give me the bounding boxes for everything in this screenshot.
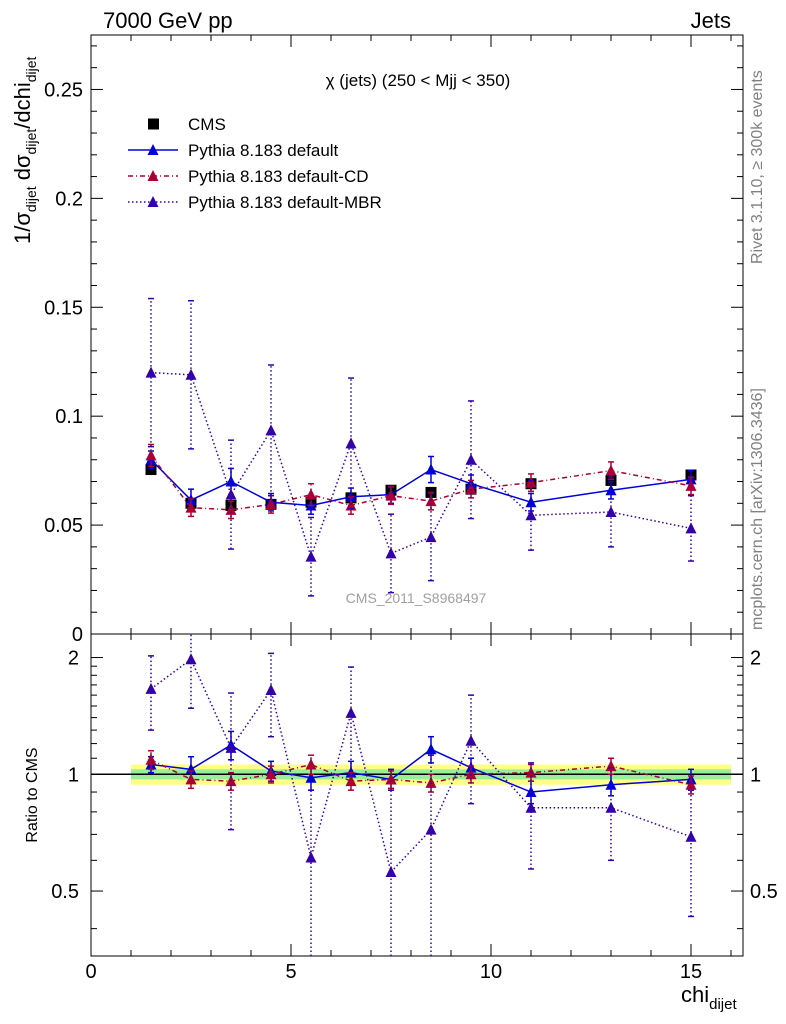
data-point [305, 550, 317, 562]
data-point [265, 498, 277, 510]
ratio-y-axis-label: Ratio to CMS [24, 747, 41, 842]
data-point [465, 453, 477, 465]
data-point [145, 753, 157, 765]
data-point [605, 801, 617, 813]
y-tick-label: 0.1 [55, 406, 83, 428]
legend-marker [147, 170, 159, 181]
y-tick-label: 0.2 [55, 188, 83, 210]
data-point [185, 773, 197, 785]
data-point [385, 489, 397, 501]
data-point [185, 368, 197, 380]
data-point [345, 437, 357, 449]
legend-label: CMS [188, 115, 226, 134]
y-tick-label-right: 2 [750, 648, 761, 670]
y-tick-label-right: 1 [750, 764, 761, 786]
energy-label: 7000 GeV pp [103, 8, 233, 33]
data-point [385, 773, 397, 785]
source-label: mcplots.cern.ch [arXiv:1306.3436] [749, 388, 766, 630]
data-point [465, 483, 477, 495]
ratio-frame [90, 633, 744, 957]
x-tick-label: 5 [285, 961, 296, 983]
data-point [425, 743, 437, 755]
x-tick-label: 10 [480, 961, 502, 983]
series-line [150, 744, 692, 793]
series-pythia-8-183-default-mbr [145, 297, 697, 597]
data-point [225, 741, 237, 753]
ratio-panel: 0.5 0.5 1 1 2 2 0 5 10 15 [51, 633, 778, 983]
data-point [685, 522, 697, 534]
legend-marker [147, 196, 159, 207]
y-tick-label: 2 [68, 648, 79, 670]
legend-marker [148, 118, 159, 130]
data-point [185, 501, 197, 513]
data-point-cms [145, 464, 157, 476]
data-point [265, 424, 277, 436]
legend-marker [147, 144, 159, 155]
series-pythia-8-183-default-cd [145, 443, 697, 520]
data-point [685, 479, 697, 491]
series-line [150, 459, 692, 507]
main-y-axis-label: 1/σdijet dσdijet/dchidijet [10, 56, 39, 244]
legend: CMS Pythia 8.183 default Pythia 8.183 defa… [128, 115, 382, 212]
data-point [385, 865, 397, 877]
y-tick-label: 0 [72, 624, 83, 646]
data-point [425, 531, 437, 543]
legend-label: Pythia 8.183 default [188, 141, 339, 160]
data-point [425, 463, 437, 475]
y-tick-label: 0.15 [44, 297, 83, 319]
data-point [525, 509, 537, 521]
x-tick-label: 15 [680, 961, 702, 983]
y-tick-label: 1 [68, 764, 79, 786]
x-axis-label: chidijet [681, 982, 737, 1013]
data-point [425, 823, 437, 835]
legend-item-pythia-8-183-default-cd: Pythia 8.183 default-CD [128, 167, 369, 186]
data-point [525, 801, 537, 813]
data-point [465, 768, 477, 780]
legend-item-pythia-8-183-default-mbr: Pythia 8.183 default-MBR [128, 193, 382, 212]
data-point [345, 706, 357, 718]
data-point [265, 683, 277, 695]
data-point [425, 776, 437, 788]
legend-item-cms: CMS [148, 115, 226, 134]
series-line [150, 454, 692, 511]
data-point [605, 464, 617, 476]
analysis-watermark: CMS_2011_S8968497 [346, 590, 487, 606]
data-point [145, 366, 157, 378]
data-point [305, 758, 317, 770]
process-label: Jets [691, 8, 731, 33]
data-point [145, 682, 157, 694]
legend-item-pythia-8-183-default: Pythia 8.183 default [128, 141, 339, 160]
main-panel: 0 0.05 0.1 0.15 0.2 0.25 [44, 34, 744, 646]
data-point [305, 488, 317, 500]
y-tick-label: 0.25 [44, 79, 83, 101]
data-point [465, 734, 477, 746]
data-point [145, 449, 157, 461]
rivet-label: Rivet 3.1.10, ≥ 300k events [749, 70, 766, 264]
data-point-cms [605, 474, 617, 486]
chart-title: χ (jets) (250 < Mjj < 350) [326, 71, 511, 90]
legend-label: Pythia 8.183 default-CD [188, 167, 369, 186]
legend-label: Pythia 8.183 default-MBR [188, 193, 382, 212]
data-point [345, 775, 357, 787]
y-tick-label-right: 0.5 [750, 881, 778, 903]
data-point [185, 653, 197, 665]
y-tick-label: 0.5 [51, 881, 79, 903]
series-pythia-8-183-default-mbr [145, 634, 697, 956]
data-point [265, 768, 277, 780]
data-point [685, 830, 697, 842]
y-tick-label: 0.05 [44, 515, 83, 537]
data-point [225, 503, 237, 515]
data-point [225, 488, 237, 500]
data-point [385, 547, 397, 559]
data-point [305, 851, 317, 863]
data-point [345, 499, 357, 511]
series-line [150, 759, 692, 786]
x-tick-label: 0 [85, 961, 96, 983]
series-line [150, 371, 692, 560]
data-point [305, 771, 317, 783]
data-point [605, 506, 617, 518]
